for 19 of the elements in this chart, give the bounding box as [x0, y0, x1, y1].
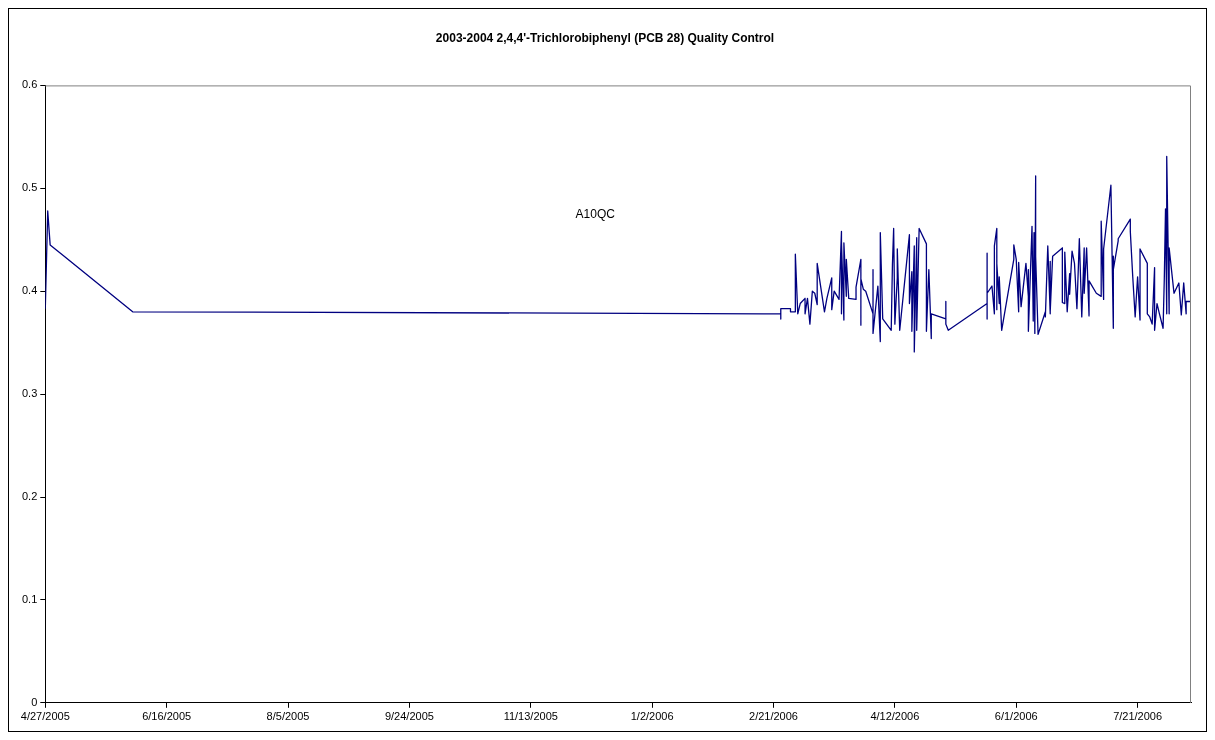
x-tick-label: 7/21/2006 — [1113, 710, 1163, 723]
x-tick-label: 4/27/2005 — [20, 710, 70, 723]
x-tick-label: 9/24/2005 — [384, 710, 434, 723]
y-tick-label: 0.5 — [21, 181, 38, 194]
x-tick-label: 4/12/2006 — [870, 710, 920, 723]
x-tick-label: 8/5/2005 — [266, 710, 310, 723]
x-tick-label: 2/21/2006 — [749, 710, 798, 723]
y-tick-label: 0.4 — [21, 284, 38, 297]
x-tick-label: 6/1/2006 — [994, 710, 1038, 723]
y-tick-label: 0.6 — [21, 78, 38, 91]
annotation: A10QC — [575, 207, 616, 222]
x-tick-label: 1/2/2006 — [630, 710, 674, 723]
y-tick-label: 0 — [31, 695, 38, 708]
x-tick-label: 11/13/2005 — [503, 710, 558, 723]
x-tick-label: 6/16/2005 — [142, 710, 192, 723]
y-tick-label: 0.3 — [21, 387, 38, 400]
chart-title: 2003-2004 2,4,4'-Trichlorobiphenyl (PCB 28) Quality Control — [435, 30, 775, 45]
y-tick-label: 0.1 — [21, 592, 38, 605]
y-tick-label: 0.2 — [21, 490, 38, 503]
